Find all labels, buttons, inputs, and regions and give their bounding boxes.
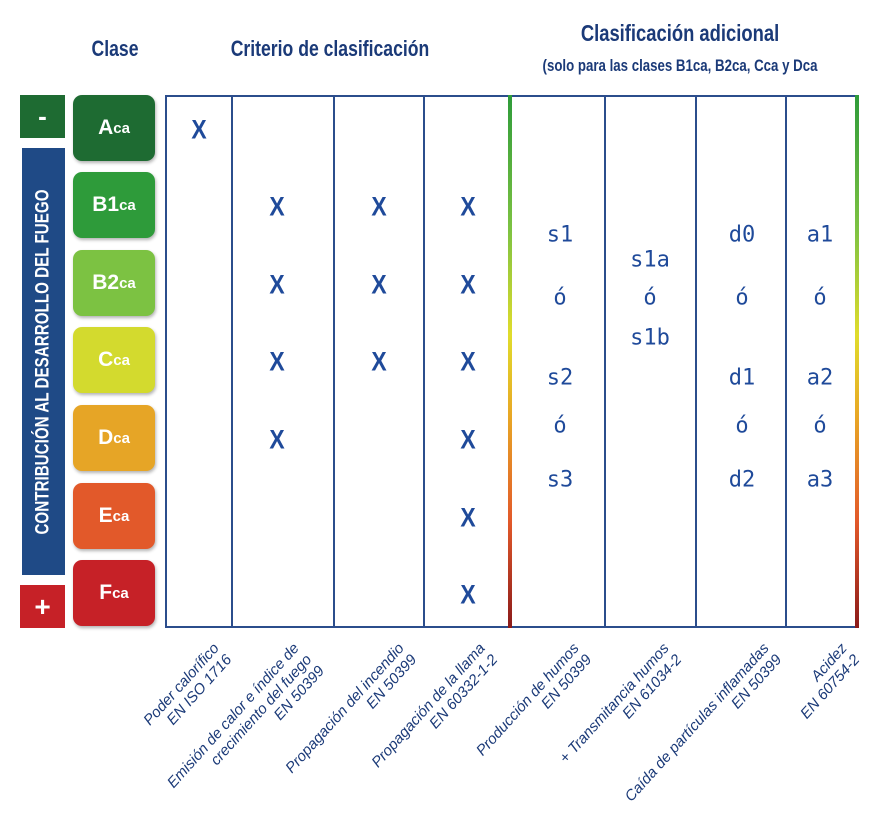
criterion-mark: X [269, 424, 285, 455]
criterion-mark: X [460, 502, 476, 533]
class-value: ó [643, 285, 657, 311]
axis-bar: CONTRIBUCIÓN AL DESARROLLO DEL FUEGO [22, 148, 65, 575]
class-value: s2 [546, 365, 574, 391]
class-main: F [99, 581, 113, 604]
class-value: s3 [546, 467, 574, 493]
criterion-mark: X [269, 269, 285, 300]
col-divider [423, 95, 425, 628]
criterion-mark: X [460, 579, 476, 610]
class-value: d0 [728, 222, 756, 248]
class-value: ó [735, 413, 749, 439]
class-value: d2 [728, 467, 756, 493]
class-sub: ca [112, 584, 129, 602]
criterion-mark: X [460, 424, 476, 455]
criterion-mark: X [371, 191, 387, 222]
criterion-mark: X [460, 191, 476, 222]
col-divider [604, 95, 606, 628]
class-badge-b2: B2 ca [73, 250, 155, 316]
class-value: ó [735, 285, 749, 311]
class-value: ó [553, 413, 567, 439]
header-criterio: Criterio de clasificación [230, 36, 430, 61]
class-sub: ca [119, 274, 136, 292]
table-top-border [165, 95, 859, 97]
header-clase: Clase [91, 36, 139, 61]
class-sub: ca [113, 351, 130, 369]
col-divider [333, 95, 335, 628]
class-main: A [98, 116, 114, 139]
class-badge-b1: B1 ca [73, 172, 155, 238]
table-bottom-border [165, 626, 859, 628]
col-divider [695, 95, 697, 628]
class-value: s1a [630, 247, 670, 273]
class-value: ó [553, 285, 567, 311]
criterion-mark: X [460, 269, 476, 300]
axis-label: CONTRIBUCIÓN AL DESARROLLO DEL FUEGO [32, 188, 54, 535]
class-value: a2 [806, 365, 834, 391]
criterion-mark: X [269, 346, 285, 377]
class-value: a1 [806, 222, 834, 248]
criterion-mark: X [371, 269, 387, 300]
column-label: Acidez EN 60754-2 [784, 640, 863, 722]
plus-box: + [20, 585, 65, 628]
criterion-mark: X [269, 191, 285, 222]
gradient-divider [855, 95, 859, 628]
col-divider [785, 95, 787, 628]
class-main: D [98, 426, 114, 449]
criterion-mark: X [191, 114, 207, 145]
minus-box: - [20, 95, 65, 138]
col-divider [165, 95, 167, 628]
class-value: ó [813, 285, 827, 311]
criterion-mark: X [460, 346, 476, 377]
class-value: d1 [728, 365, 756, 391]
class-value: s1b [630, 325, 670, 351]
class-value: ó [813, 413, 827, 439]
header-adicional: Clasificación adicional [580, 20, 780, 46]
class-main: B1 [92, 193, 120, 216]
class-sub: ca [113, 429, 130, 447]
class-value: s1 [546, 222, 574, 248]
class-value: a3 [806, 467, 834, 493]
criterion-mark: X [371, 346, 387, 377]
header-adicional-sub: (solo para las clases B1ca, B2ca, Cca y … [542, 56, 818, 75]
gradient-divider [508, 95, 512, 628]
minus-sign: - [38, 101, 47, 131]
class-sub: ca [113, 119, 130, 137]
class-main: B2 [92, 271, 120, 294]
plus-sign: + [34, 590, 51, 622]
class-sub: ca [119, 196, 136, 214]
class-main: E [98, 504, 113, 527]
class-sub: ca [112, 507, 130, 525]
col-divider [231, 95, 233, 628]
class-main: C [98, 348, 114, 371]
